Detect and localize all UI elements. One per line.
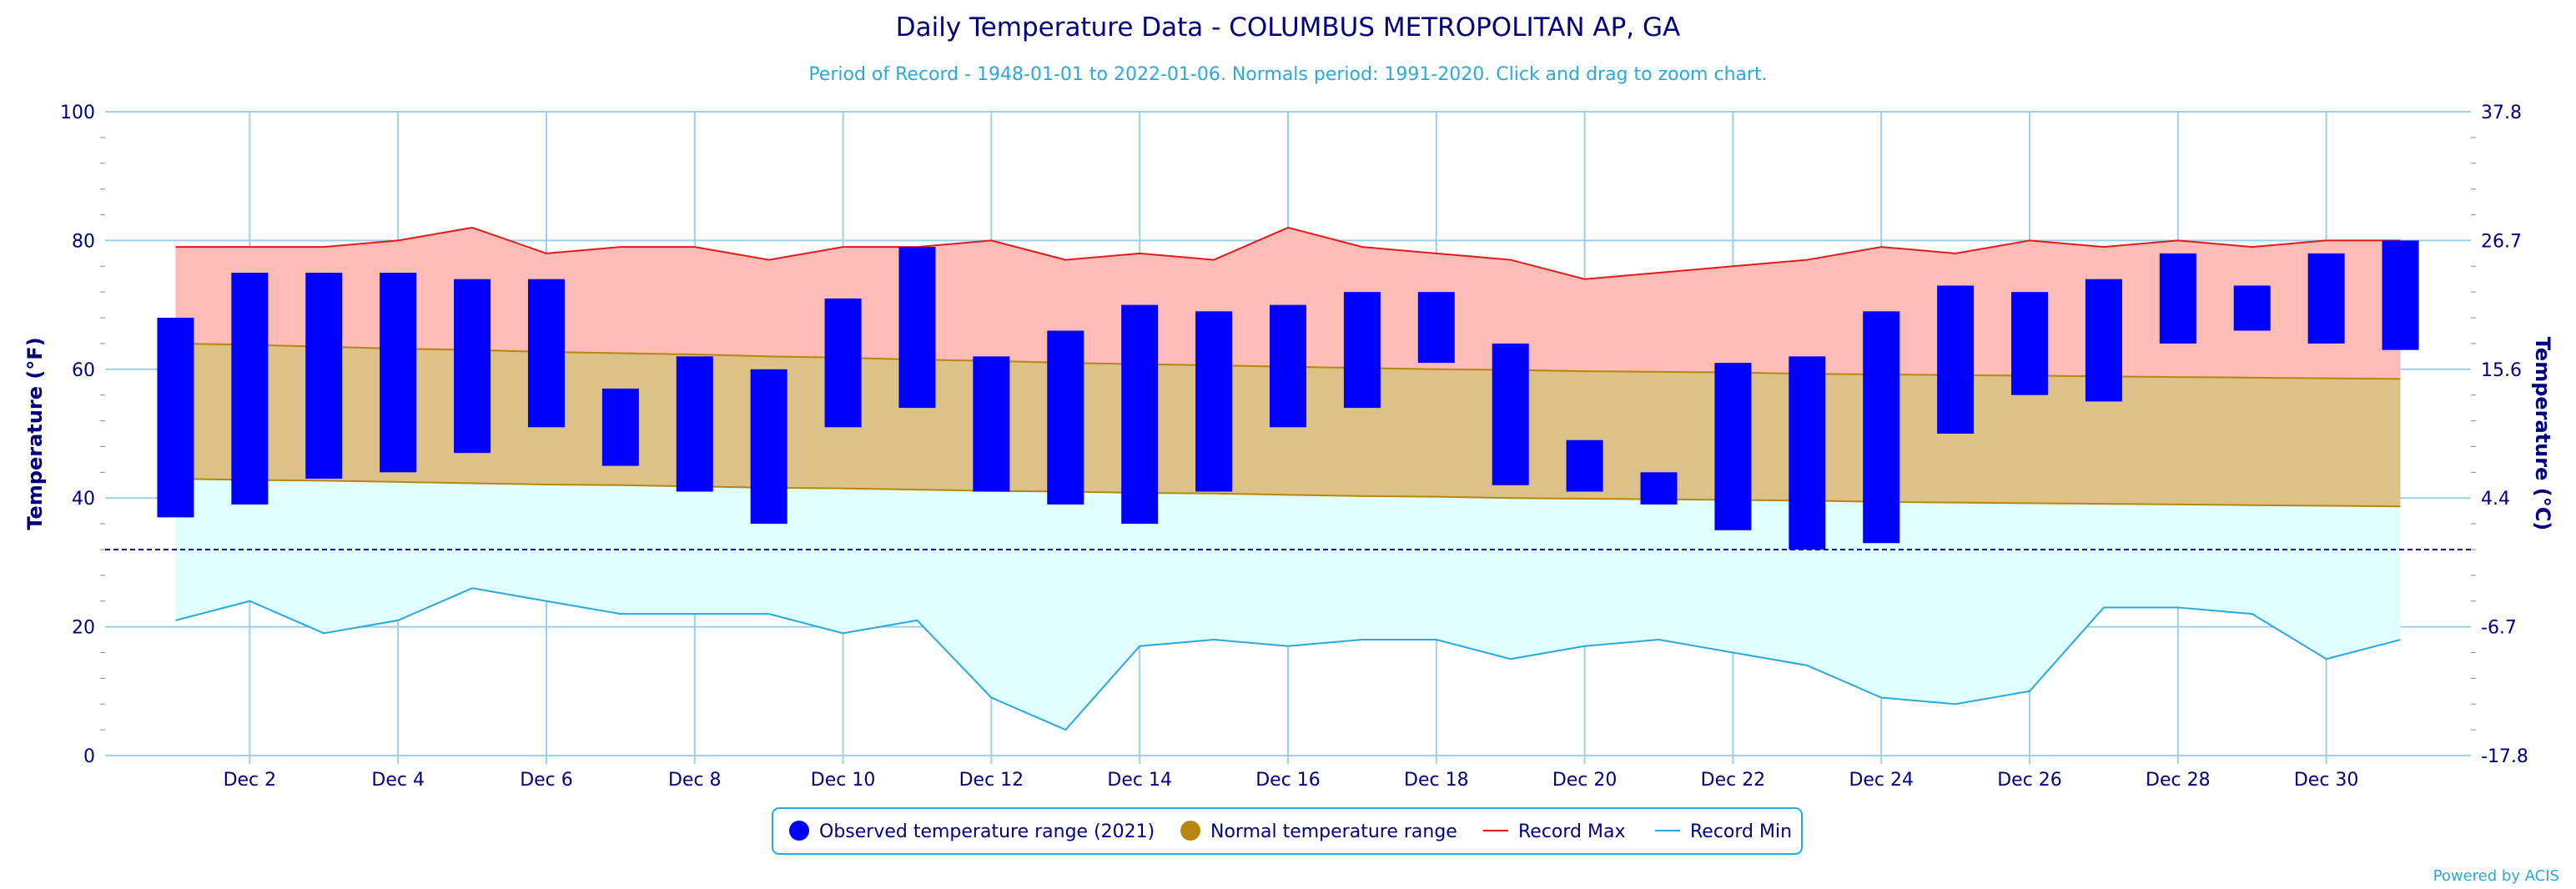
x-tick-label: Dec 20 [1552, 770, 1618, 791]
x-tick-label: Dec 26 [1997, 770, 2062, 791]
legend-item-normal[interactable]: Normal temperature range [1180, 821, 1457, 842]
observed-range-bar[interactable] [676, 356, 713, 492]
observed-range-bar[interactable] [305, 273, 343, 480]
y-tick-label-right: 26.7 [2481, 231, 2522, 252]
y-tick-label-right: -6.7 [2481, 618, 2517, 639]
observed-range-bar[interactable] [973, 356, 1010, 492]
observed-range-bar[interactable] [1270, 304, 1306, 428]
legend-normal-label: Normal temperature range [1210, 821, 1457, 842]
range-areas [175, 227, 2401, 731]
legend-record-min-label: Record Min [1690, 821, 1792, 842]
observed-range-bar[interactable] [1566, 439, 1603, 492]
x-tick-label: Dec 14 [1107, 770, 1172, 791]
legend-normal-marker [1180, 821, 1200, 841]
observed-range-bar[interactable] [2382, 240, 2419, 350]
observed-range-bar[interactable] [601, 388, 639, 466]
record-max-line [175, 226, 2401, 280]
legend-item-observed[interactable]: Observed temperature range (2021) [789, 821, 1155, 842]
observed-range-bar[interactable] [2307, 253, 2345, 344]
x-tick-label: Dec 30 [2294, 770, 2359, 791]
legend: Observed temperature range (2021) Normal… [772, 807, 1803, 855]
y-tick-label-left: 40 [72, 489, 95, 510]
observed-range-bar[interactable] [1195, 311, 1233, 492]
y-tick-label-left: 0 [83, 746, 95, 767]
observed-range-bar[interactable] [231, 273, 269, 505]
x-tick-label: Dec 8 [668, 770, 722, 791]
y-tick-label-left: 60 [72, 360, 95, 381]
y-tick-label-right: 15.6 [2481, 360, 2522, 381]
x-tick-label: Dec 24 [1849, 770, 1914, 791]
y-tick-label-right: 37.8 [2481, 103, 2522, 123]
observed-range-bar[interactable] [1714, 363, 1752, 530]
x-tick-label: Dec 16 [1255, 770, 1321, 791]
legend-observed-marker [789, 821, 809, 841]
axis-labels: 0 20 40 60 80 100 -17.8 -6.7 4.4 15.6 26.7 37.8 Dec … [60, 103, 2528, 791]
observed-range-bar[interactable] [2085, 279, 2122, 402]
x-tick-label: Dec 6 [520, 770, 573, 791]
y-tick-label-left: 20 [72, 618, 95, 639]
observed-range-bar[interactable] [1417, 292, 1455, 364]
observed-range-bar[interactable] [1863, 311, 1900, 544]
observed-range-bar[interactable] [1343, 292, 1381, 409]
normal-low-line [175, 478, 2401, 508]
legend-item-record-max[interactable]: Record Max [1483, 821, 1626, 842]
record-min-line [175, 587, 2401, 731]
observed-range-bar[interactable] [1640, 472, 1678, 505]
x-tick-label: Dec 18 [1404, 770, 1469, 791]
observed-range-bar[interactable] [1789, 356, 1826, 550]
y-tick-label-right: 4.4 [2481, 489, 2510, 510]
y-tick-label-left: 100 [60, 103, 95, 123]
legend-observed-label: Observed temperature range (2021) [819, 821, 1155, 842]
x-tick-label: Dec 12 [959, 770, 1024, 791]
observed-range-bar[interactable] [380, 273, 417, 473]
observed-range-bar[interactable] [750, 369, 787, 525]
observed-range-bar[interactable] [1937, 285, 1975, 434]
observed-range-bar[interactable] [2233, 285, 2271, 331]
legend-box [772, 807, 1803, 855]
legend-item-record-min[interactable]: Record Min [1655, 821, 1792, 842]
x-tick-label: Dec 4 [371, 770, 425, 791]
observed-range-bar[interactable] [2159, 253, 2196, 344]
chart-title: Daily Temperature Data - COLUMBUS METROP… [896, 13, 1680, 43]
observed-range-bar[interactable] [454, 279, 491, 454]
observed-range-bar[interactable] [1047, 330, 1084, 505]
observed-range-bar[interactable] [2011, 292, 2049, 395]
chart-subtitle: Period of Record - 1948-01-01 to 2022-01… [808, 64, 1767, 85]
observed-range-bar[interactable] [824, 298, 862, 428]
y-tick-label-left: 80 [72, 231, 95, 252]
y-axis-title-left: Temperature (°F) [23, 337, 47, 530]
observed-range-bar[interactable] [1121, 304, 1159, 525]
observed-range-bar[interactable] [898, 247, 936, 409]
y-axis-title-right: Temperature (°C) [2531, 337, 2554, 531]
x-tick-label: Dec 2 [224, 770, 277, 791]
y-tick-label-right: -17.8 [2481, 746, 2528, 767]
credit-link[interactable]: Powered by ACIS [2433, 867, 2559, 885]
record-min-area [175, 479, 2401, 731]
legend-record-max-label: Record Max [1518, 821, 1626, 842]
observed-range-bar[interactable] [1492, 343, 1529, 485]
observed-bars[interactable] [157, 240, 2419, 550]
observed-range-bar[interactable] [527, 279, 565, 428]
x-tick-label: Dec 28 [2146, 770, 2211, 791]
observed-range-bar[interactable] [157, 318, 194, 518]
x-tick-label: Dec 10 [811, 770, 876, 791]
record-max-area [175, 227, 2401, 379]
x-tick-label: Dec 22 [1701, 770, 1766, 791]
